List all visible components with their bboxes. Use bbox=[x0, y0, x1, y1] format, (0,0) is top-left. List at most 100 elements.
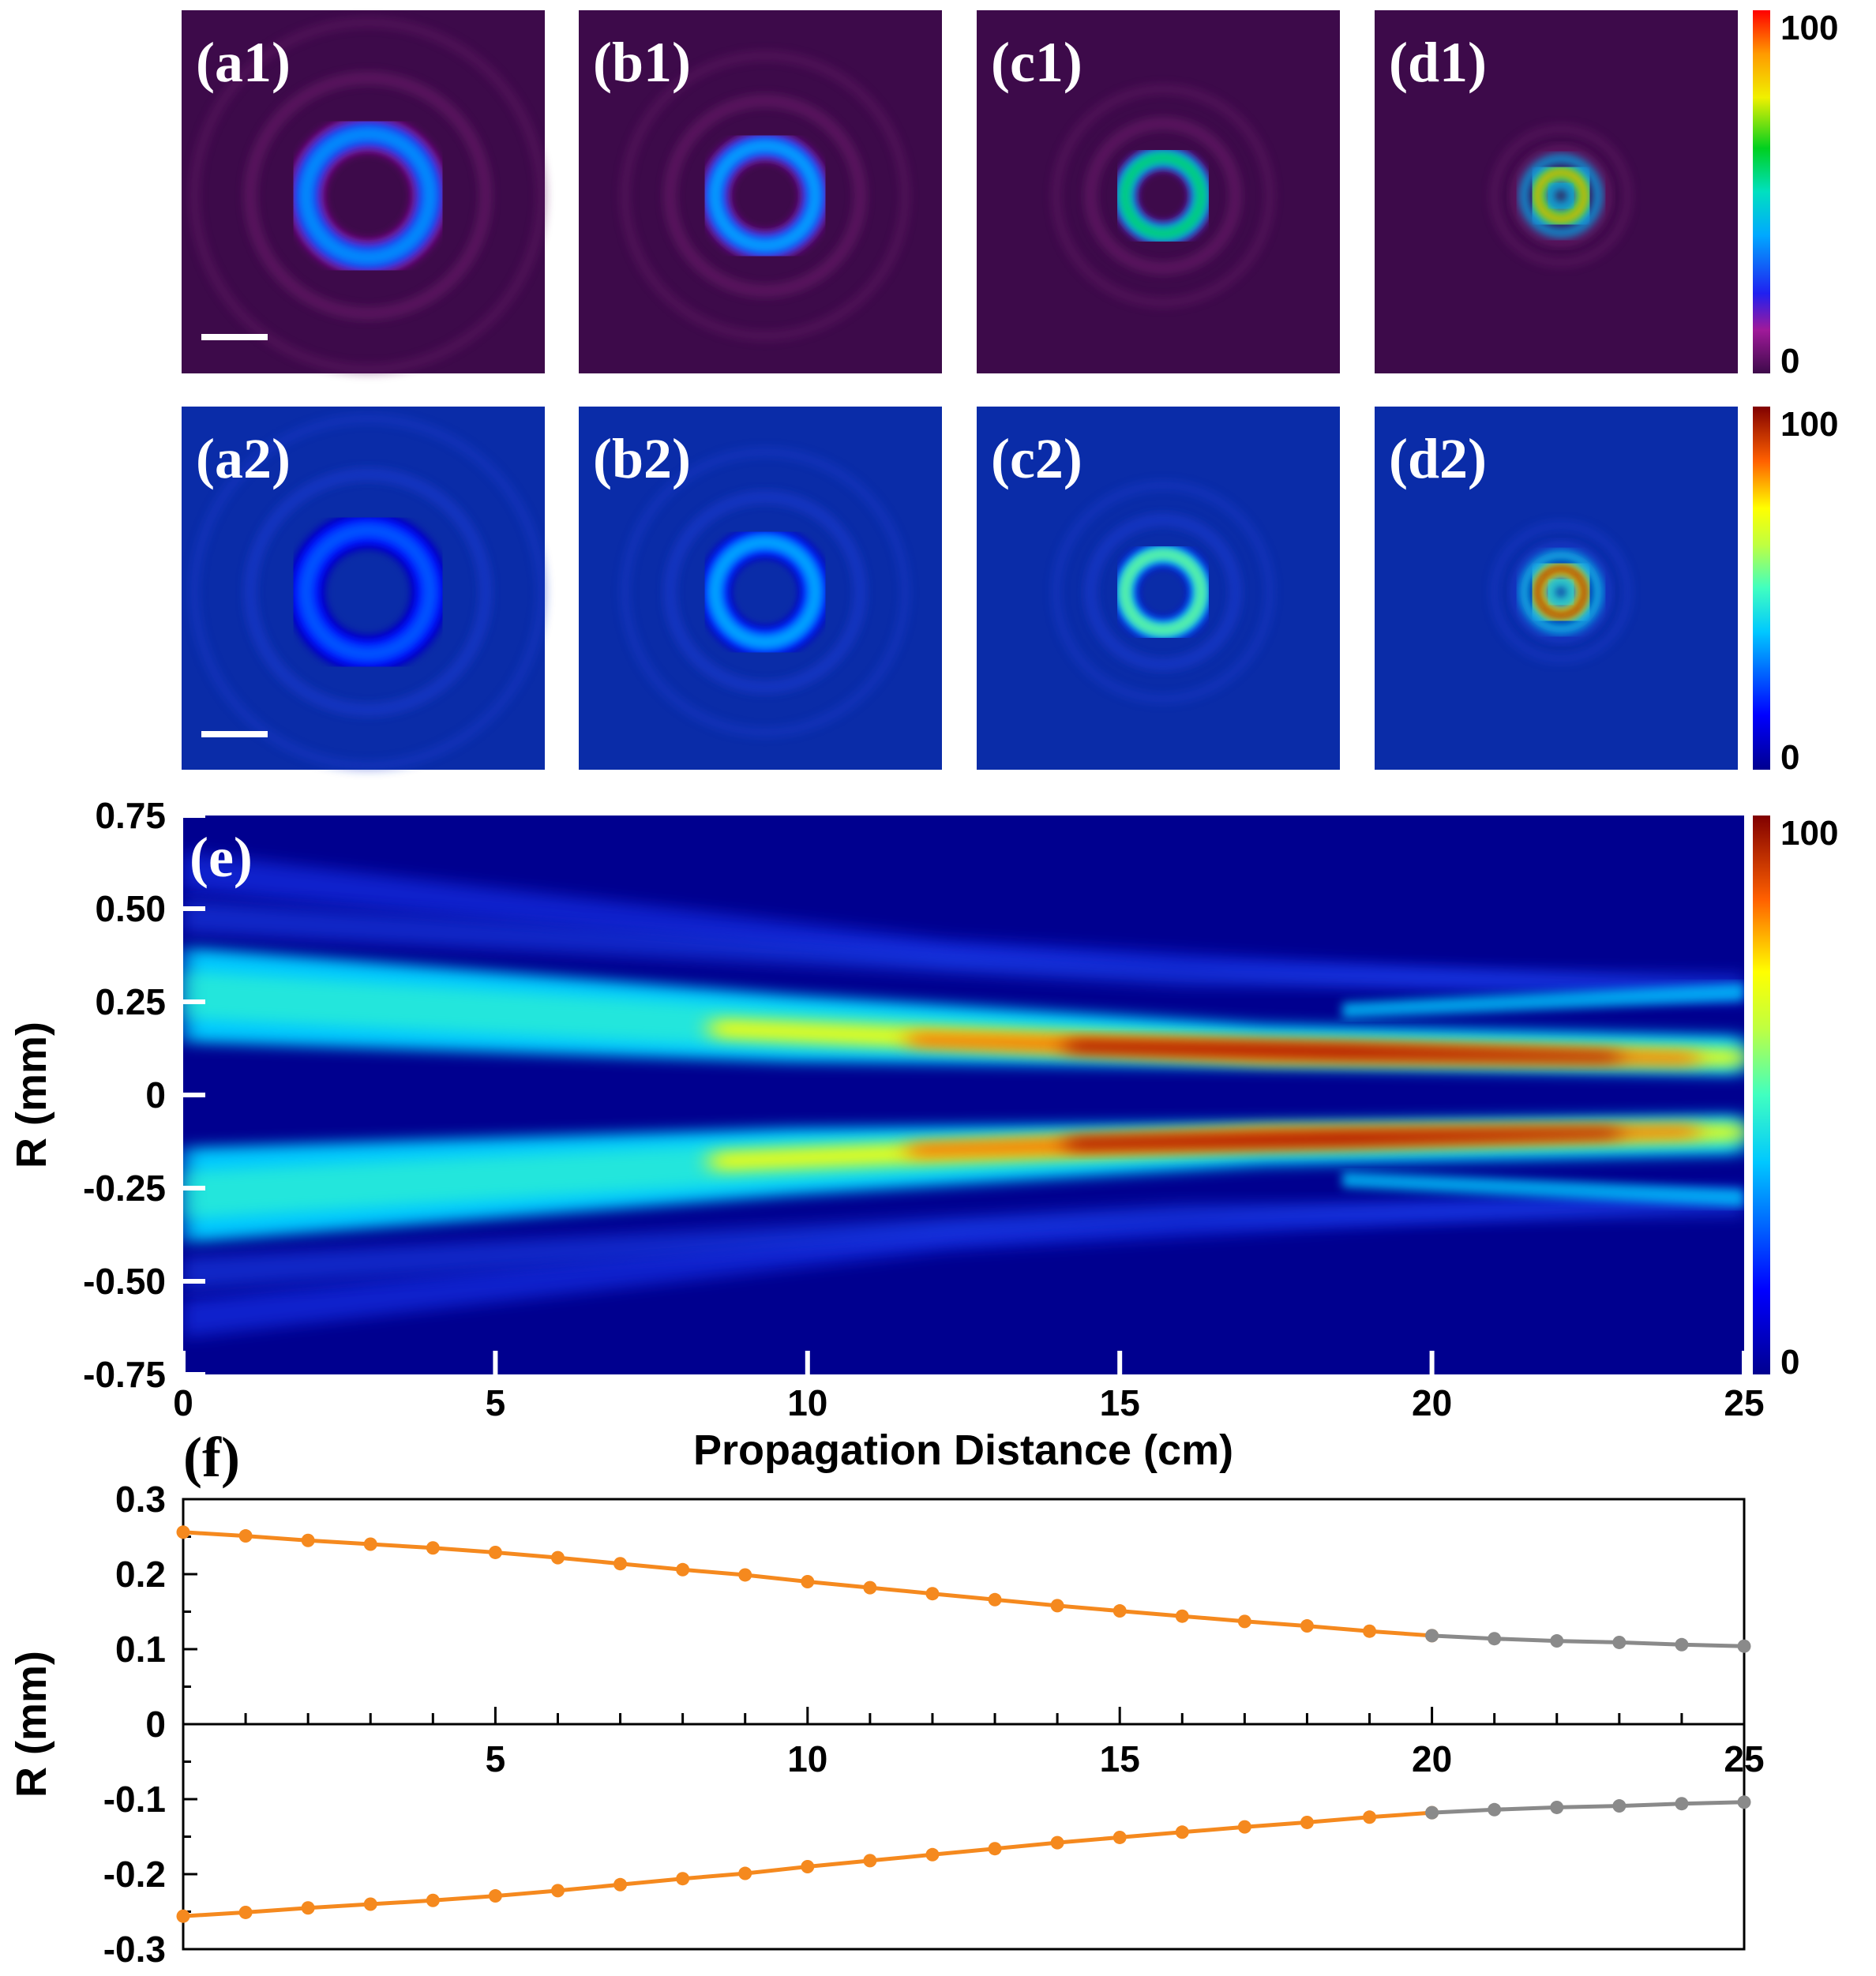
diffraction-ring bbox=[621, 51, 910, 340]
colorbar-3-max: 100 bbox=[1780, 814, 1838, 853]
x-tick-label: 15 bbox=[1100, 1738, 1140, 1779]
data-point-lower-tail bbox=[1488, 1802, 1502, 1817]
diffraction-ring bbox=[1085, 514, 1241, 670]
ring-band bbox=[1533, 564, 1589, 621]
data-point-upper bbox=[676, 1562, 690, 1577]
diffraction-ring bbox=[1510, 541, 1612, 643]
outer-ring bbox=[1520, 155, 1602, 237]
data-point-lower bbox=[426, 1893, 440, 1907]
data-point-upper-tail bbox=[1425, 1629, 1439, 1643]
x-tick-label: 20 bbox=[1412, 1382, 1452, 1423]
data-point-upper bbox=[738, 1568, 752, 1582]
data-point-upper bbox=[488, 1545, 502, 1559]
data-point-upper bbox=[426, 1541, 440, 1555]
data-point-lower bbox=[176, 1909, 190, 1923]
outer-fringe-lower-2 bbox=[183, 1201, 1744, 1290]
x-tick-label: 10 bbox=[787, 1382, 827, 1423]
data-point-lower bbox=[301, 1901, 315, 1915]
panel-background bbox=[579, 10, 942, 373]
ring-panel: (a1) bbox=[182, 10, 546, 373]
data-point-upper bbox=[301, 1533, 315, 1547]
y-tick-label: -0.3 bbox=[103, 1929, 166, 1970]
data-point-upper bbox=[801, 1575, 815, 1588]
heatmap-xlabel: Propagation Distance (cm) bbox=[693, 1427, 1233, 1474]
data-point-lower bbox=[363, 1897, 377, 1911]
y-tick-label: 0.75 bbox=[95, 795, 166, 836]
plot-ylabel: R (mm) bbox=[8, 1651, 55, 1798]
outer-fringe-lower bbox=[183, 1189, 1744, 1337]
data-point-lower-tail bbox=[1675, 1797, 1689, 1811]
colorbar-1-min: 0 bbox=[1780, 342, 1799, 381]
ring-panel: (b1) bbox=[579, 10, 942, 373]
heatmap-beams bbox=[183, 853, 1744, 1337]
plot-series bbox=[176, 1525, 1751, 1923]
data-point-lower bbox=[925, 1847, 940, 1862]
colorbar-1 bbox=[1753, 10, 1770, 373]
ring-panel: (d1) bbox=[1375, 10, 1738, 373]
data-point-upper bbox=[1363, 1624, 1377, 1638]
ring-panel: (d2) bbox=[1375, 407, 1738, 770]
panel-label: (b1) bbox=[593, 31, 691, 94]
data-point-upper bbox=[1050, 1599, 1064, 1613]
ring-panel: (c2) bbox=[977, 407, 1340, 770]
y-tick-label: 0.1 bbox=[115, 1629, 166, 1670]
panel-background bbox=[1375, 10, 1738, 373]
diffraction-ring bbox=[244, 72, 492, 320]
data-point-upper bbox=[1300, 1619, 1314, 1633]
panel-label: (c1) bbox=[991, 31, 1082, 94]
y-tick-label: -0.2 bbox=[103, 1854, 166, 1895]
x-tick-label: 0 bbox=[173, 1382, 193, 1423]
colorbar-2-min: 0 bbox=[1780, 738, 1799, 777]
scale-bar bbox=[201, 334, 268, 340]
data-point-upper bbox=[1112, 1604, 1127, 1618]
data-point-upper-tail bbox=[1550, 1634, 1564, 1648]
data-point-upper bbox=[550, 1550, 565, 1565]
outer-ring bbox=[1520, 551, 1602, 633]
x-tick-label: 25 bbox=[1724, 1382, 1764, 1423]
data-point-upper-tail bbox=[1737, 1639, 1751, 1653]
panel-label: (a1) bbox=[196, 31, 291, 94]
data-point-upper bbox=[1237, 1614, 1251, 1629]
y-tick-label: 0 bbox=[145, 1704, 166, 1745]
data-point-lower bbox=[488, 1889, 502, 1903]
data-point-lower-tail bbox=[1612, 1799, 1626, 1813]
data-point-lower-tail bbox=[1737, 1795, 1751, 1809]
data-point-upper bbox=[925, 1587, 940, 1601]
row-1-panels: (a1) (b1) (c1) (d1) bbox=[182, 10, 1738, 373]
data-point-lower bbox=[1112, 1830, 1127, 1844]
ring-panel: (a2) bbox=[182, 407, 546, 770]
data-point-lower bbox=[550, 1884, 565, 1898]
y-tick-label: 0.3 bbox=[115, 1479, 166, 1520]
diffraction-ring bbox=[190, 414, 546, 770]
x-tick-label: 20 bbox=[1412, 1738, 1452, 1779]
data-point-lower bbox=[801, 1860, 815, 1873]
data-point-upper-tail bbox=[1612, 1635, 1626, 1649]
data-point-lower-tail bbox=[1425, 1805, 1439, 1820]
x-tick-label: 10 bbox=[787, 1738, 827, 1779]
y-tick-label: -0.1 bbox=[103, 1779, 166, 1820]
colorbar-2-max: 100 bbox=[1780, 405, 1838, 444]
inner-ring bbox=[1546, 181, 1576, 211]
y-tick-label: 0 bbox=[145, 1074, 166, 1115]
outer-fringe-upper-2 bbox=[183, 900, 1744, 989]
data-point-upper bbox=[613, 1557, 628, 1571]
diffraction-ring bbox=[1052, 84, 1274, 307]
data-point-lower bbox=[1050, 1835, 1064, 1850]
data-point-lower bbox=[988, 1842, 1002, 1856]
ring-radius-plot: 5 10 15 20 25 0.3 0.2 0.1 0 -0.1 -0.2 -0.3 R (mm) bbox=[8, 1479, 1765, 1970]
diffraction-ring bbox=[1052, 481, 1274, 703]
data-point-lower bbox=[676, 1872, 690, 1886]
inner-ring bbox=[1546, 577, 1576, 607]
y-tick-label: 0.25 bbox=[95, 981, 166, 1022]
data-point-lower bbox=[613, 1877, 628, 1892]
diffraction-ring bbox=[664, 95, 866, 297]
data-point-upper bbox=[988, 1592, 1002, 1607]
panel-background bbox=[977, 10, 1340, 373]
heatmap-axes: 0 5 10 15 20 25 0.75 0.50 0.25 0 -0.25 -0.50 -0.75 bbox=[83, 795, 1764, 1423]
heatmap-ylabel: R (mm) bbox=[8, 1022, 55, 1168]
ring-panel: (c1) bbox=[977, 10, 1340, 373]
scale-bar bbox=[201, 731, 268, 737]
diffraction-ring bbox=[1490, 521, 1632, 663]
y-tick-label: 0.50 bbox=[95, 888, 166, 929]
